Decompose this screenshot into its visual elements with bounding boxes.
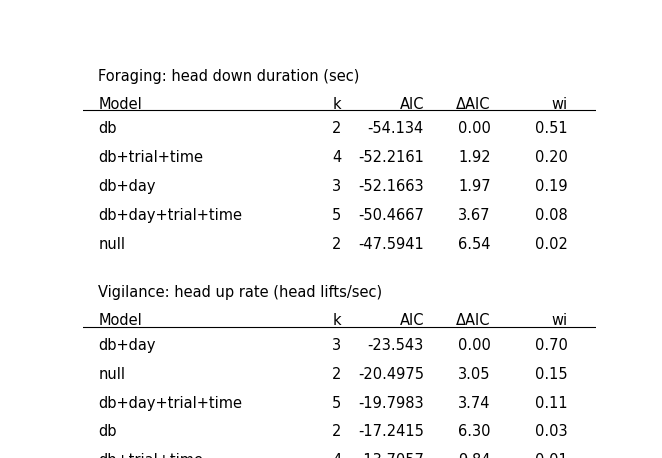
Text: 5: 5 (332, 208, 342, 223)
Text: -52.2161: -52.2161 (358, 150, 424, 165)
Text: 3: 3 (332, 179, 342, 194)
Text: 6.30: 6.30 (458, 425, 491, 440)
Text: -19.7983: -19.7983 (358, 396, 424, 410)
Text: 0.00: 0.00 (457, 338, 491, 353)
Text: 1.92: 1.92 (458, 150, 491, 165)
Text: 3.74: 3.74 (458, 396, 491, 410)
Text: 2: 2 (332, 425, 342, 440)
Text: 0.02: 0.02 (535, 237, 567, 252)
Text: 0.19: 0.19 (535, 179, 567, 194)
Text: AIC: AIC (399, 313, 424, 328)
Text: 0.70: 0.70 (535, 338, 567, 353)
Text: 3.67: 3.67 (458, 208, 491, 223)
Text: db+day: db+day (98, 338, 156, 353)
Text: 0.01: 0.01 (535, 453, 567, 458)
Text: 0.51: 0.51 (535, 121, 567, 136)
Text: -13.7057: -13.7057 (358, 453, 424, 458)
Text: k: k (332, 313, 341, 328)
Text: 5: 5 (332, 396, 342, 410)
Text: 4: 4 (332, 453, 342, 458)
Text: -47.5941: -47.5941 (358, 237, 424, 252)
Text: null: null (98, 367, 125, 382)
Text: db+trial+time: db+trial+time (98, 150, 203, 165)
Text: 0.08: 0.08 (535, 208, 567, 223)
Text: 0.00: 0.00 (457, 121, 491, 136)
Text: wi: wi (551, 97, 567, 112)
Text: 3.05: 3.05 (458, 367, 491, 382)
Text: 4: 4 (332, 150, 342, 165)
Text: db+day+trial+time: db+day+trial+time (98, 396, 242, 410)
Text: db: db (98, 425, 117, 440)
Text: 2: 2 (332, 237, 342, 252)
Text: ΔAIC: ΔAIC (456, 97, 491, 112)
Text: 6.54: 6.54 (458, 237, 491, 252)
Text: Vigilance: head up rate (head lifts/sec): Vigilance: head up rate (head lifts/sec) (98, 285, 382, 300)
Text: 2: 2 (332, 367, 342, 382)
Text: 0.11: 0.11 (535, 396, 567, 410)
Text: db+day+trial+time: db+day+trial+time (98, 208, 242, 223)
Text: wi: wi (551, 313, 567, 328)
Text: Model: Model (98, 313, 142, 328)
Text: db: db (98, 121, 117, 136)
Text: 3: 3 (332, 338, 342, 353)
Text: -54.134: -54.134 (367, 121, 424, 136)
Text: 0.15: 0.15 (535, 367, 567, 382)
Text: 1.97: 1.97 (458, 179, 491, 194)
Text: Model: Model (98, 97, 142, 112)
Text: Foraging: head down duration (sec): Foraging: head down duration (sec) (98, 69, 359, 84)
Text: 0.20: 0.20 (535, 150, 567, 165)
Text: -50.4667: -50.4667 (358, 208, 424, 223)
Text: 2: 2 (332, 121, 342, 136)
Text: db+trial+time: db+trial+time (98, 453, 203, 458)
Text: ΔAIC: ΔAIC (456, 313, 491, 328)
Text: -23.543: -23.543 (367, 338, 424, 353)
Text: -17.2415: -17.2415 (358, 425, 424, 440)
Text: k: k (332, 97, 341, 112)
Text: AIC: AIC (399, 97, 424, 112)
Text: -20.4975: -20.4975 (358, 367, 424, 382)
Text: db+day: db+day (98, 179, 156, 194)
Text: null: null (98, 237, 125, 252)
Text: 0.03: 0.03 (535, 425, 567, 440)
Text: 9.84: 9.84 (458, 453, 491, 458)
Text: -52.1663: -52.1663 (358, 179, 424, 194)
